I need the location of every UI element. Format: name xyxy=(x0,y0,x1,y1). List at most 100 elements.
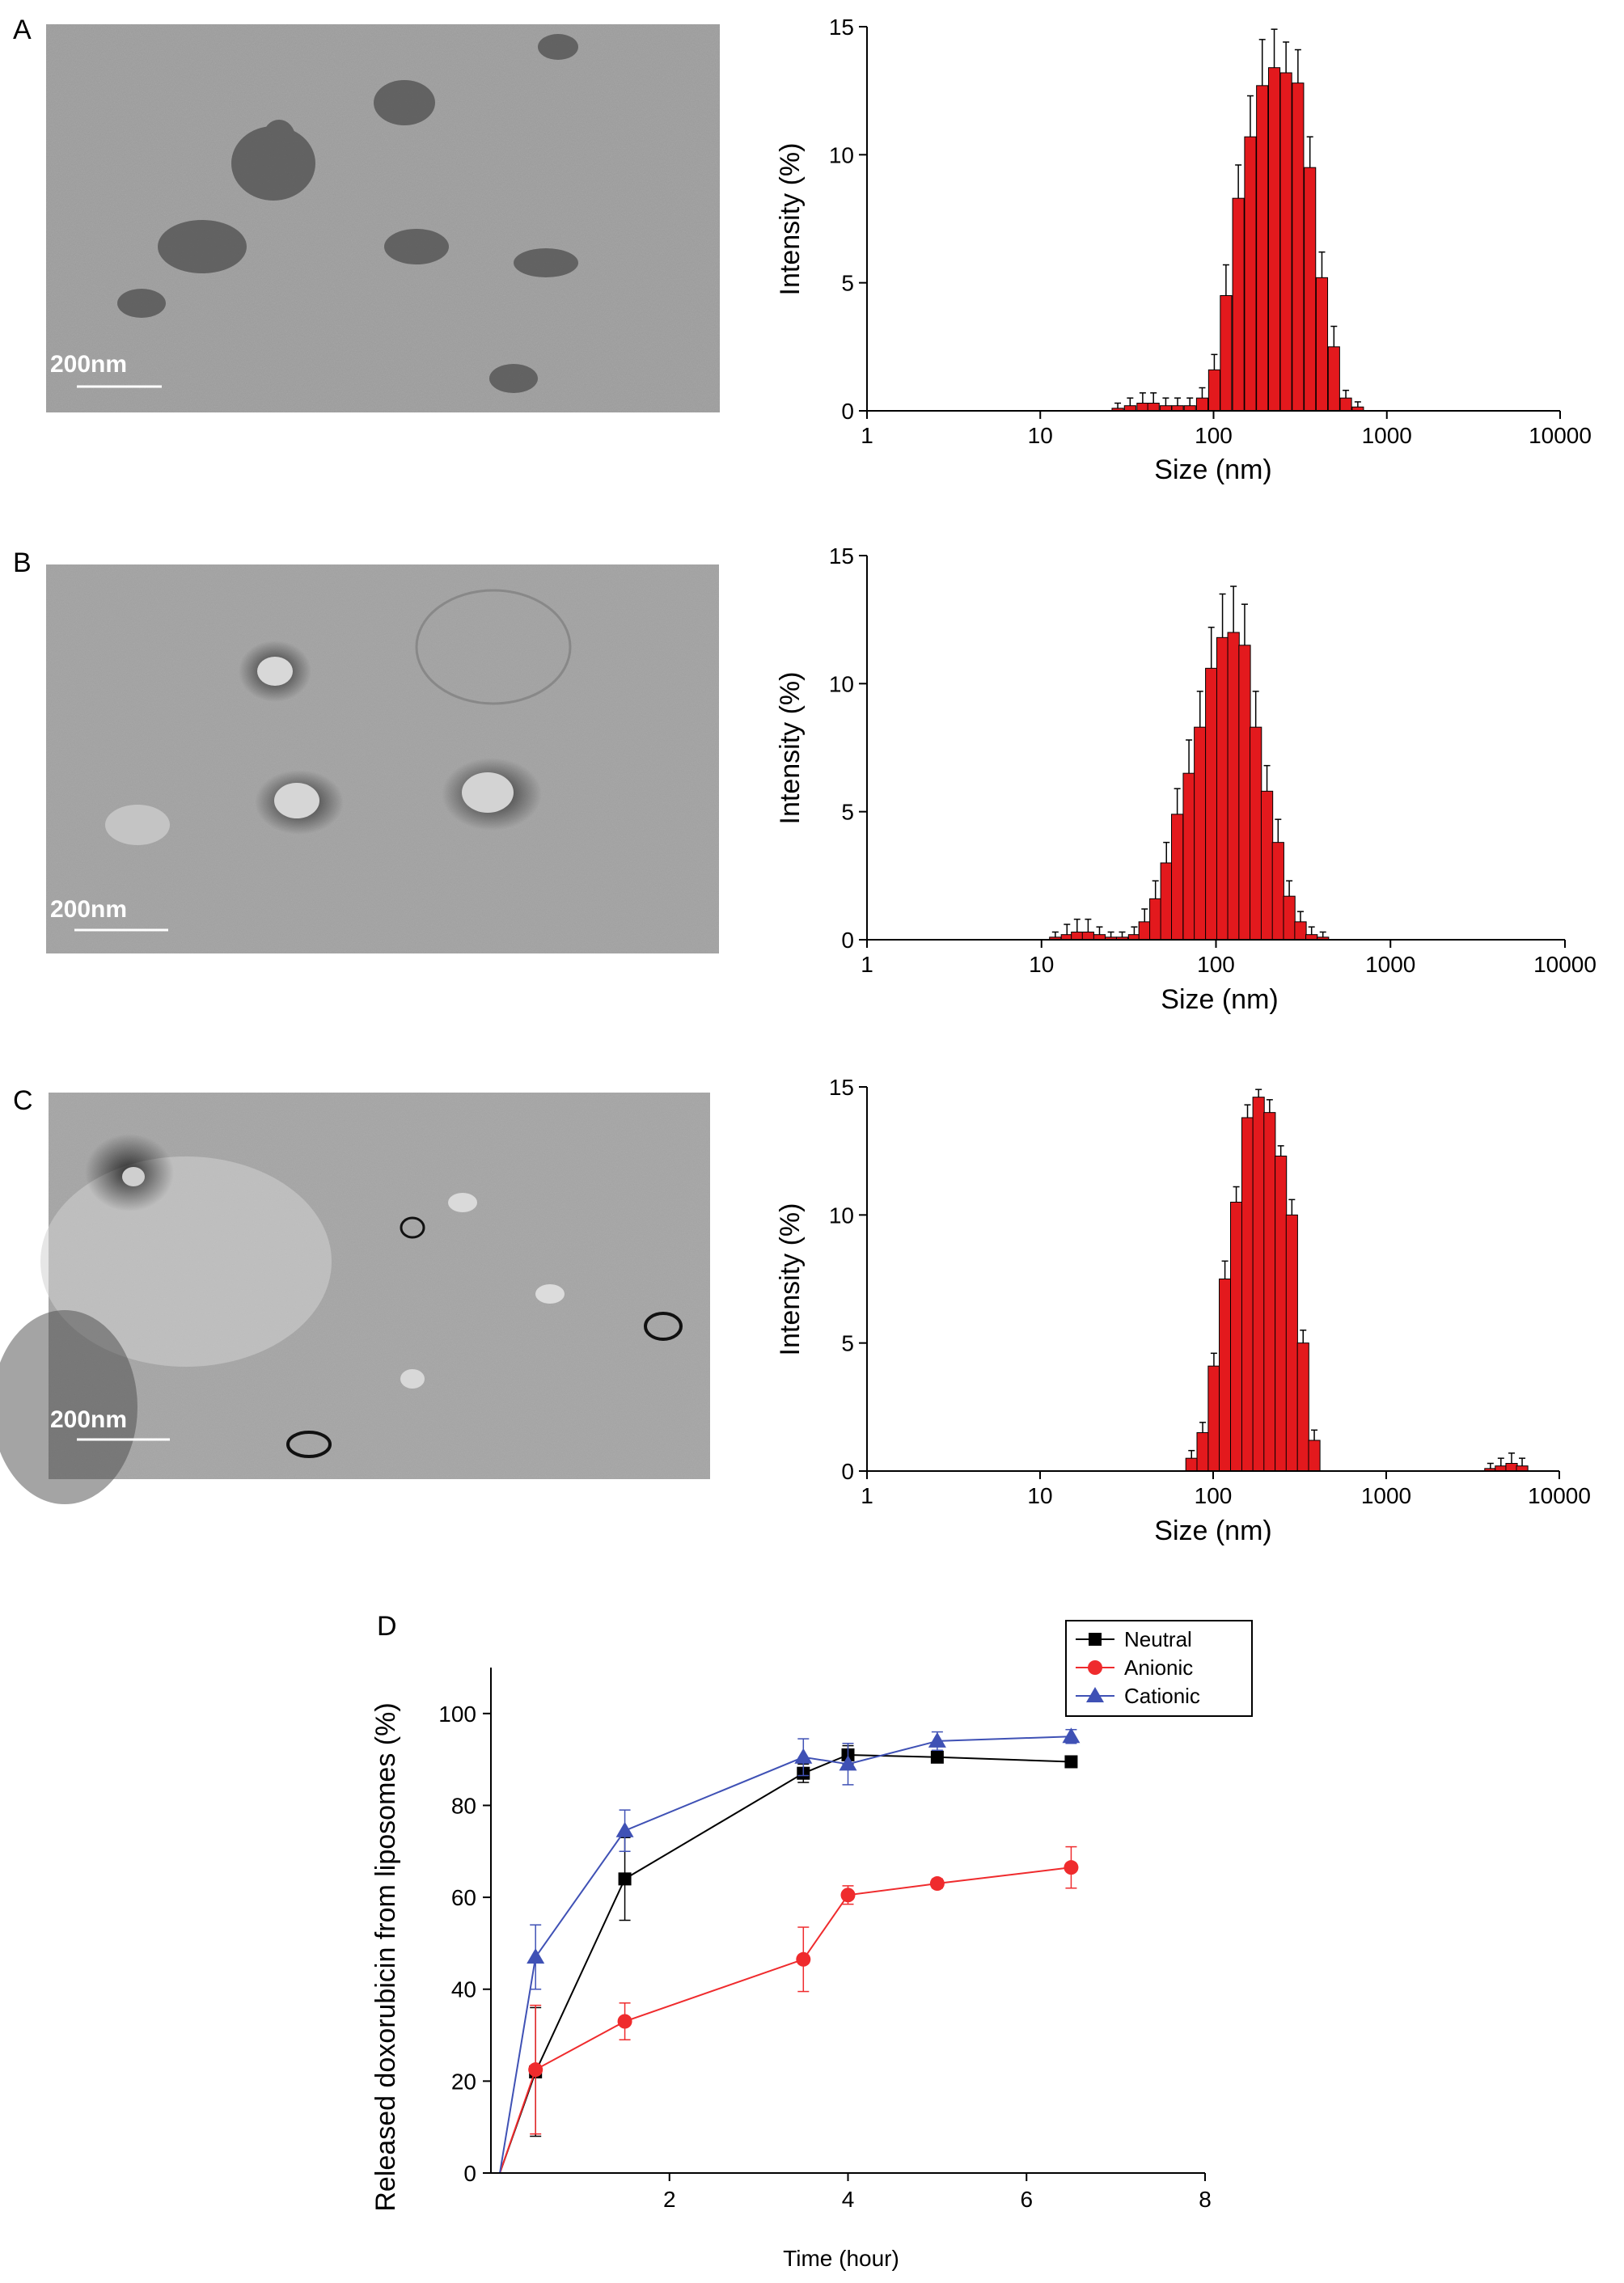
histogram-bar xyxy=(1283,895,1296,941)
x-tick-label: 100 xyxy=(1195,1483,1233,1508)
hist-a-y-label: Intensity (%) xyxy=(775,143,806,296)
data-point xyxy=(796,1951,811,1967)
tem-image-b: 200nm xyxy=(46,564,719,953)
histogram-bar xyxy=(1250,726,1262,941)
series-line xyxy=(499,1867,1072,2174)
data-point xyxy=(1064,1755,1078,1769)
hist-c-y-label: Intensity (%) xyxy=(775,1203,806,1356)
y-tick-label: 0 xyxy=(463,2161,476,2186)
histogram-c: 0 5 10 15 1 10 100 1000 10000 Size (nm) Intensi… xyxy=(775,1075,1591,1546)
panel-label-d: D xyxy=(377,1611,397,1642)
histogram-bar xyxy=(1219,1279,1232,1472)
y-tick-label: 0 xyxy=(841,399,854,424)
x-tick-label: 1000 xyxy=(1365,952,1415,977)
histogram-bar xyxy=(1220,295,1233,412)
hist-b-yticks: 0 5 10 15 xyxy=(829,543,867,953)
data-point xyxy=(928,1731,946,1748)
histogram-bar xyxy=(1081,932,1095,941)
histogram-bar xyxy=(1138,921,1151,941)
release-y-label: Released doxorubicin from liposomes (%) xyxy=(370,1702,401,2211)
histogram-bar xyxy=(1271,842,1284,941)
hist-b-x-label: Size (nm) xyxy=(1161,984,1278,1015)
histogram-bar xyxy=(1505,1463,1518,1472)
x-tick-label: 1 xyxy=(861,423,873,448)
release-legend: Neutral Anionic Cationic xyxy=(1065,1620,1253,1717)
histogram-bar xyxy=(1294,921,1307,941)
histogram-bar xyxy=(1339,397,1352,412)
histogram-bar xyxy=(1207,1365,1220,1472)
series-line xyxy=(499,1736,1072,2174)
y-tick-label: 5 xyxy=(841,271,854,296)
scale-label-a: 200nm xyxy=(50,351,127,378)
release-chart: 0 20 40 60 80 100 2 4 6 8 Time (hour) Released d… xyxy=(370,1620,1253,2271)
x-tick-label: 1 xyxy=(861,952,873,977)
histogram-a: 0 5 10 15 1 10 100 1000 10000 Size (nm) Intensi… xyxy=(775,15,1592,485)
panel-label-b: B xyxy=(13,547,32,578)
x-tick-label: 6 xyxy=(1020,2187,1033,2212)
histogram-bar xyxy=(1149,898,1162,941)
histogram-bar xyxy=(1195,397,1209,412)
legend-marker xyxy=(1086,1687,1104,1702)
release-xticks: 2 4 6 8 xyxy=(663,2173,1212,2212)
histogram-bar xyxy=(1304,167,1317,412)
y-tick-label: 15 xyxy=(829,15,854,40)
tem-a-vesicles xyxy=(117,34,578,393)
x-tick-label: 10000 xyxy=(1528,1483,1591,1508)
x-tick-label: 100 xyxy=(1197,952,1235,977)
histogram-b: 0 5 10 15 1 10 100 1000 10000 Size (nm) Intensi… xyxy=(775,543,1597,1015)
release-yticks: 0 20 40 60 80 100 xyxy=(438,1702,491,2186)
histogram-bar xyxy=(1232,197,1245,412)
legend-marker xyxy=(1089,1633,1102,1646)
legend-label: Neutral xyxy=(1124,1627,1192,1651)
series-anionic xyxy=(499,1845,1079,2174)
histogram-bar xyxy=(1296,1342,1309,1472)
x-tick-label: 10000 xyxy=(1533,952,1597,977)
x-tick-label: 2 xyxy=(663,2187,676,2212)
release-x-label: Time (hour) xyxy=(783,2246,899,2271)
histogram-bar xyxy=(1267,67,1281,412)
x-tick-label: 4 xyxy=(842,2187,855,2212)
legend-marker xyxy=(1088,1660,1102,1675)
x-tick-label: 100 xyxy=(1195,423,1233,448)
data-point xyxy=(1062,1727,1081,1744)
histogram-bar xyxy=(1315,277,1329,412)
tem-b-vesicles xyxy=(105,641,542,845)
hist-c-bars xyxy=(1185,1089,1529,1472)
histogram-bar xyxy=(1327,346,1340,412)
data-point xyxy=(929,1876,945,1892)
data-point xyxy=(528,2062,543,2078)
hist-a-bars xyxy=(1111,28,1364,412)
scale-label-c: 200nm xyxy=(50,1406,127,1433)
histogram-bar xyxy=(1071,932,1084,941)
y-tick-label: 15 xyxy=(829,543,854,569)
panel-label-a: A xyxy=(13,15,32,45)
histogram-bar xyxy=(1238,645,1251,941)
panel-label-c: C xyxy=(13,1085,33,1116)
data-point xyxy=(527,1947,545,1964)
y-tick-label: 10 xyxy=(829,671,854,696)
histogram-bar xyxy=(1216,636,1229,941)
x-tick-label: 10 xyxy=(1029,952,1054,977)
y-tick-label: 0 xyxy=(841,1459,854,1484)
y-tick-label: 5 xyxy=(841,1331,854,1356)
y-tick-label: 0 xyxy=(841,928,854,953)
data-point xyxy=(930,1750,944,1764)
histogram-bar xyxy=(1275,1156,1288,1472)
y-tick-label: 5 xyxy=(841,800,854,825)
series-line xyxy=(499,1753,1072,2174)
x-tick-label: 10000 xyxy=(1529,423,1592,448)
histogram-bar xyxy=(1227,632,1240,941)
histogram-bar xyxy=(1260,790,1274,941)
hist-c-xticks: 1 10 100 1000 10000 xyxy=(861,1471,1591,1508)
data-point xyxy=(617,2014,632,2029)
histogram-bar xyxy=(1160,862,1173,941)
x-tick-label: 10 xyxy=(1027,1483,1052,1508)
y-tick-label: 10 xyxy=(829,142,854,167)
x-tick-label: 1000 xyxy=(1361,1483,1411,1508)
y-tick-label: 60 xyxy=(451,1885,476,1910)
hist-a-yticks: 0 5 10 15 xyxy=(829,15,867,424)
hist-b-bars xyxy=(1049,586,1330,941)
hist-c-yticks: 0 5 10 15 xyxy=(829,1075,867,1484)
data-point xyxy=(839,1755,857,1771)
